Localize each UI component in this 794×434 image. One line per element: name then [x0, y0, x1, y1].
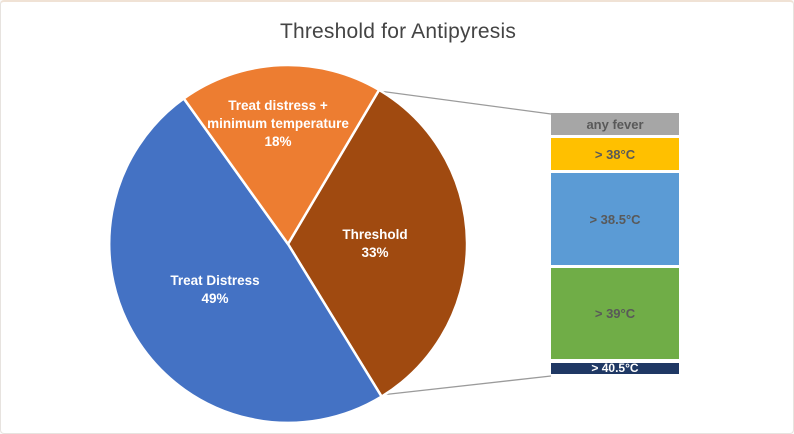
bar-segment-gt-38: > 38°C — [551, 138, 679, 170]
bar-segment-label: > 39°C — [594, 306, 636, 321]
bar-segment-label: > 40.5°C — [591, 361, 639, 375]
bar-segment-gt-39: > 39°C — [551, 268, 679, 359]
pie-slice-treat-distress — [108, 97, 383, 425]
bar-segment-gt-38-5: > 38.5°C — [551, 173, 679, 265]
bar-segment-label: > 38°C — [594, 146, 636, 162]
bar-segment-gt-40-5: > 40.5°C — [551, 361, 679, 375]
connector-line-bottom — [380, 375, 552, 396]
pie-slice-threshold — [286, 88, 469, 398]
connector-line-top — [378, 90, 552, 115]
page-title: Threshold for Antipyresis — [279, 20, 517, 43]
pie-slice-treat-distress-min-temp — [182, 63, 381, 246]
bar-segment-label: > 38.5°C — [589, 211, 641, 227]
bar-segment-any-fever: any fever — [551, 113, 679, 135]
bar-segment-label: any fever — [586, 116, 644, 132]
